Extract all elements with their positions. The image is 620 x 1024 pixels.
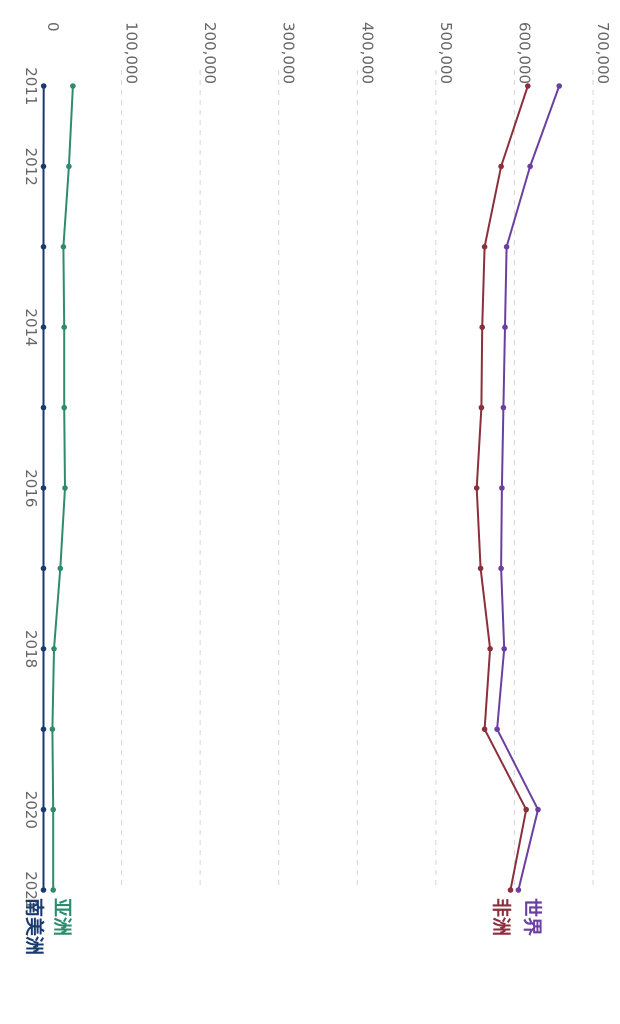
- data-point: [40, 485, 47, 491]
- data-point: [503, 244, 510, 250]
- grid-lines: [121, 70, 594, 890]
- data-point: [481, 726, 488, 732]
- data-point: [525, 83, 531, 89]
- data-point: [487, 646, 493, 652]
- data-point: [535, 806, 541, 813]
- data-point: [40, 404, 47, 411]
- data-point: [501, 646, 508, 652]
- data-point: [502, 324, 508, 331]
- data-point: [49, 726, 56, 732]
- value-tick-label: 200,000: [201, 22, 219, 84]
- year-axis-ticks: 2011 2012 2014 2016 2018 2020 2021: [22, 67, 40, 909]
- data-point: [50, 887, 56, 893]
- series-name-label: 世界: [521, 898, 543, 936]
- year-tick-label: 2018: [22, 630, 40, 668]
- year-tick-label: 2021: [22, 871, 40, 909]
- series-name-label: 南美洲: [23, 898, 46, 955]
- data-point: [50, 806, 56, 813]
- data-point: [60, 244, 67, 250]
- data-point: [40, 83, 47, 89]
- value-tick-label: 500,000: [437, 22, 455, 84]
- data-point: [477, 565, 484, 572]
- value-axis-ticks: 0 100,000 200,000 300,000 400,000 500,000 600,…: [44, 22, 612, 84]
- year-tick-label: 2014: [22, 308, 40, 346]
- data-point: [507, 887, 514, 893]
- series-name-label: 非洲: [490, 898, 512, 936]
- data-point: [515, 887, 522, 893]
- data-point: [40, 726, 47, 732]
- data-point: [66, 163, 72, 170]
- value-tick-label: 0: [44, 22, 62, 32]
- data-point: [40, 806, 47, 813]
- data-point: [498, 565, 504, 572]
- data-point: [478, 404, 485, 411]
- data-point: [62, 485, 68, 491]
- year-tick-label: 2011: [22, 67, 40, 105]
- data-point: [556, 83, 562, 89]
- data-point: [527, 163, 533, 170]
- data-point: [523, 806, 529, 813]
- data-point: [481, 244, 488, 250]
- series-name-label: 亚洲: [51, 898, 73, 936]
- data-point: [479, 324, 486, 331]
- series-group: [40, 83, 562, 893]
- data-point: [473, 485, 480, 491]
- value-tick-label: 100,000: [123, 22, 141, 84]
- year-tick-label: 2012: [22, 148, 40, 186]
- data-point: [51, 646, 57, 652]
- data-point: [40, 163, 47, 170]
- data-point: [40, 646, 47, 652]
- data-point: [494, 726, 500, 732]
- value-tick-label: 600,000: [515, 22, 533, 84]
- data-point: [40, 565, 47, 572]
- data-point: [61, 404, 67, 411]
- year-tick-label: 2016: [22, 469, 40, 507]
- data-point: [57, 565, 64, 572]
- value-tick-label: 700,000: [594, 22, 612, 84]
- year-tick-label: 2020: [22, 791, 40, 829]
- value-tick-label: 300,000: [280, 22, 298, 84]
- data-point: [40, 324, 47, 331]
- data-point: [498, 163, 504, 170]
- data-point: [61, 324, 67, 331]
- data-point: [500, 404, 507, 411]
- data-point: [499, 485, 505, 491]
- value-tick-label: 400,000: [358, 22, 376, 84]
- data-point: [40, 244, 47, 250]
- data-point: [70, 83, 76, 89]
- data-point: [40, 887, 47, 893]
